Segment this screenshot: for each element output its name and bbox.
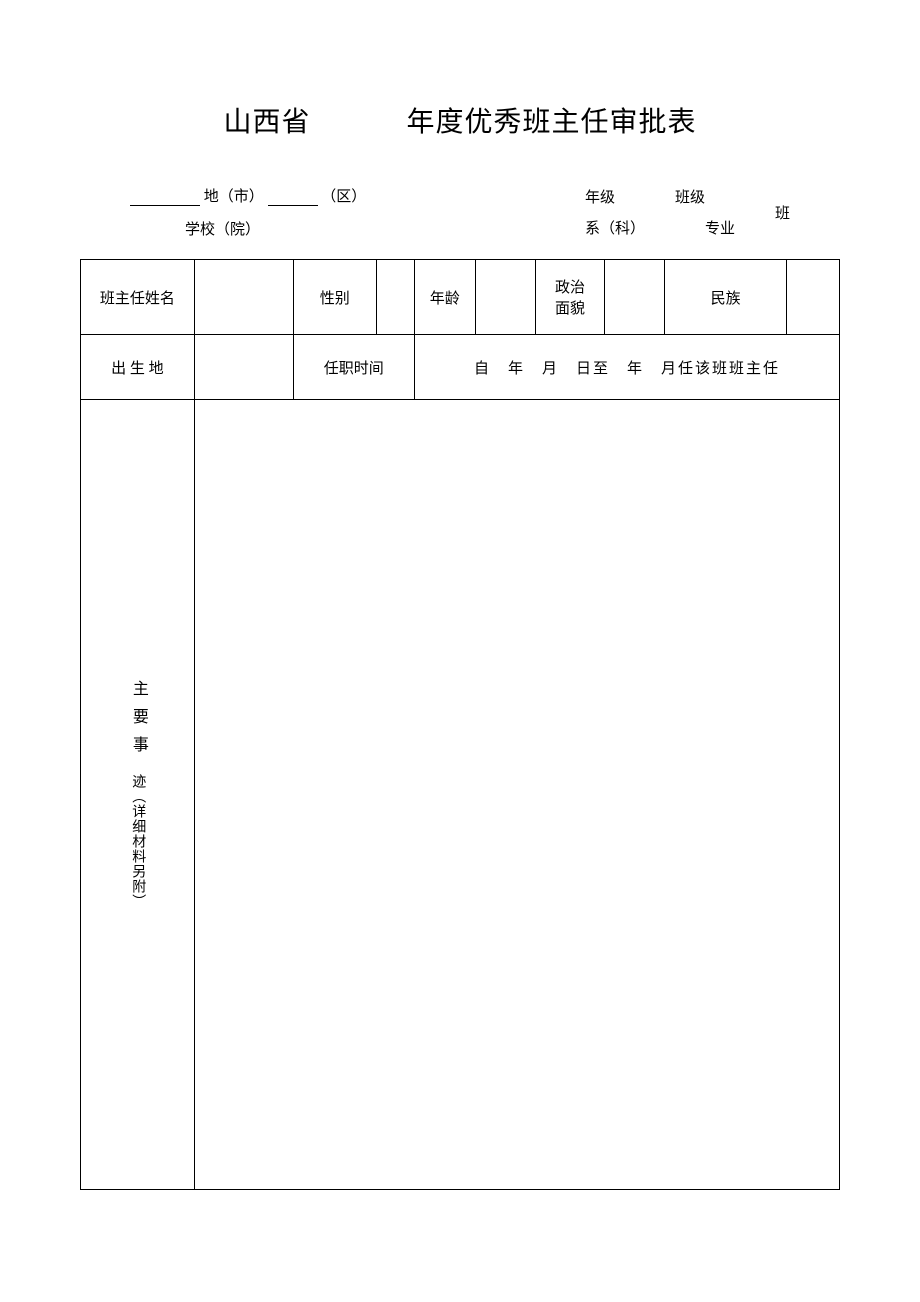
header-city-line: 地（市） （区）: [130, 185, 585, 206]
tenure-text: 自 年 月 日至 年 月任该班班主任: [414, 335, 839, 400]
political-label-l1: 政治: [540, 276, 599, 297]
main-deeds-content: [194, 400, 839, 1190]
main-label-text: 主要事: [115, 680, 160, 764]
age-value: [475, 260, 536, 335]
header-right: 年级 班级 系（科） 专业 班: [585, 185, 790, 239]
header-info: 地（市） （区） 学校（院） 年级 班级 系（科） 专业 班: [80, 185, 840, 239]
major-label: 专业: [705, 217, 735, 238]
name-label: 班主任姓名: [81, 260, 195, 335]
gender-label: 性别: [293, 260, 376, 335]
vertical-label-box: 主要事 迹（详细材料另附）: [85, 404, 190, 1185]
district-blank: [268, 188, 318, 206]
class-label: 班级: [675, 186, 705, 207]
birthplace-value: [194, 335, 293, 400]
tenure-label: 任职时间: [293, 335, 414, 400]
political-value: [604, 260, 665, 335]
approval-table: 班主任姓名 性别 年龄 政治 面貌 民族 出 生 地 任职时间 自 年 月 日至…: [80, 259, 840, 1190]
dept-label: 系（科）: [585, 217, 645, 238]
district-suffix: （区）: [321, 189, 366, 205]
birthplace-label: 出 生 地: [81, 335, 195, 400]
header-left: 地（市） （区） 学校（院）: [130, 185, 585, 239]
header-right-row2: 系（科） 专业: [585, 217, 735, 238]
political-label-l2: 面貌: [540, 297, 599, 318]
sub-label-text: 迹（详细材料另附）: [128, 774, 148, 909]
city-suffix: 地（市）: [204, 189, 264, 205]
class-suffix: 班: [775, 202, 790, 223]
grade-label: 年级: [585, 186, 615, 207]
school-label: 学校（院）: [185, 222, 260, 238]
table-row-2: 出 生 地 任职时间 自 年 月 日至 年 月任该班班主任: [81, 335, 840, 400]
header-right-row1: 年级 班级: [585, 186, 735, 207]
name-value: [194, 260, 293, 335]
gender-value: [376, 260, 414, 335]
table-row-3: 主要事 迹（详细材料另附）: [81, 400, 840, 1190]
main-deeds-label: 主要事 迹（详细材料另附）: [81, 400, 195, 1190]
age-label: 年龄: [414, 260, 475, 335]
political-label: 政治 面貌: [536, 260, 604, 335]
title-right: 年度优秀班主任审批表: [407, 107, 697, 138]
page-title: 山西省 年度优秀班主任审批表: [80, 100, 840, 140]
ethnicity-value: [786, 260, 839, 335]
city-blank: [130, 188, 200, 206]
ethnicity-label: 民族: [665, 260, 786, 335]
header-right-stack: 年级 班级 系（科） 专业: [585, 186, 735, 238]
table-row-1: 班主任姓名 性别 年龄 政治 面貌 民族: [81, 260, 840, 335]
title-left: 山西省: [223, 107, 310, 138]
header-school-line: 学校（院）: [130, 218, 585, 239]
